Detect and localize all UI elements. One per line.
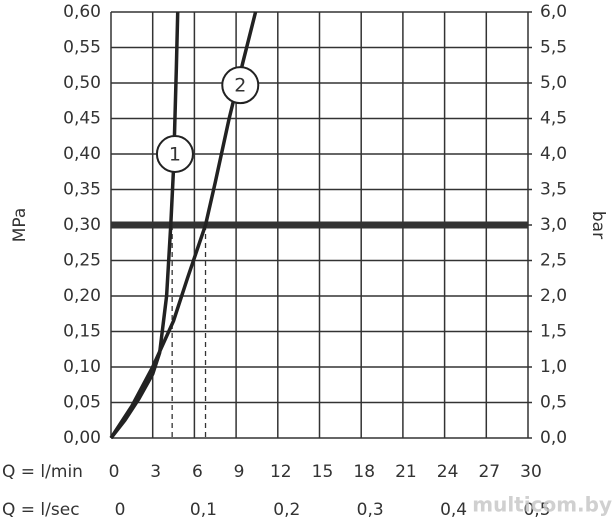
x2-tick-label: 0,2 [273, 500, 300, 520]
x-tick-label: 27 [478, 462, 500, 482]
x2-tick-label: 0,4 [440, 500, 467, 520]
x-axis-label: Q = l/min [2, 462, 83, 482]
y-axis-label: MPa [10, 208, 30, 243]
x-tick-label: 21 [395, 462, 417, 482]
x-tick-label: 0 [109, 462, 120, 482]
x-tick-label: 3 [150, 462, 161, 482]
y2-tick-label: 1,5 [540, 322, 567, 342]
y-tick-label: 0,55 [63, 38, 101, 58]
y-tick-label: 0,30 [63, 215, 101, 235]
x-tick-label: 9 [234, 462, 245, 482]
y2-tick-label: 5,5 [540, 38, 567, 58]
x2-tick-label: 0,1 [190, 500, 217, 520]
y2-tick-label: 5,0 [540, 73, 567, 93]
y-tick-label: 0,45 [63, 109, 101, 129]
x-tick-label: 24 [437, 462, 459, 482]
y2-tick-label: 0,0 [540, 428, 567, 448]
y2-tick-label: 4,5 [540, 109, 567, 129]
x2-tick-label: 0,3 [357, 500, 384, 520]
y2-tick-label: 2,0 [540, 286, 567, 306]
curve-marker [155, 135, 194, 173]
x2-axis-label: Q = l/sec [2, 500, 80, 520]
y2-tick-label: 3,5 [540, 180, 567, 200]
y2-tick-label: 3,0 [540, 215, 567, 235]
y-tick-label: 0,25 [63, 251, 101, 271]
y-tick-label: 0,40 [63, 144, 101, 164]
watermark: multicom.by [472, 493, 612, 517]
x-tick-label: 15 [312, 462, 334, 482]
x-tick-label: 30 [520, 462, 542, 482]
y2-tick-label: 1,0 [540, 357, 567, 377]
y2-tick-label: 0,5 [540, 393, 567, 413]
curve [109, 11, 180, 440]
y-tick-label: 0,50 [63, 73, 101, 93]
y-tick-label: 0,00 [63, 428, 101, 448]
curve-marker [221, 66, 260, 105]
y-tick-label: 0,60 [63, 2, 101, 22]
x-tick-label: 12 [270, 462, 292, 482]
y-tick-label: 0,15 [63, 322, 101, 342]
curve-label: 2 [234, 75, 246, 97]
x-tick-label: 6 [192, 462, 203, 482]
x-tick-label: 18 [353, 462, 375, 482]
curve-label: 1 [169, 144, 181, 166]
y-tick-label: 0,05 [63, 393, 101, 413]
y-tick-label: 0,20 [63, 286, 101, 306]
x2-tick-label: 0,5 [523, 500, 550, 520]
y2-tick-label: 6,0 [540, 2, 567, 22]
y2-tick-label: 4,0 [540, 144, 567, 164]
x2-tick-label: 0 [115, 500, 126, 520]
y2-tick-label: 2,5 [540, 251, 567, 271]
y-tick-label: 0,10 [63, 357, 101, 377]
y-tick-label: 0,35 [63, 180, 101, 200]
y2-axis-label: bar [588, 211, 608, 239]
